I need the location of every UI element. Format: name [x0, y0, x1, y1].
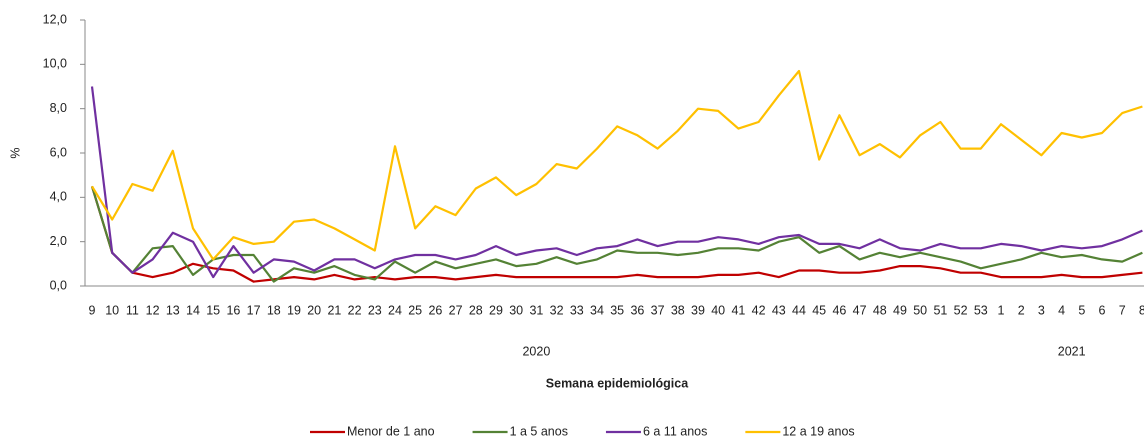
- x-tick-label: 12: [146, 303, 160, 317]
- y-tick-label: 6,0: [50, 145, 67, 159]
- legend-label: 6 a 11 anos: [643, 424, 707, 436]
- x-tick-label: 16: [226, 303, 240, 317]
- x-tick-label: 34: [590, 303, 604, 317]
- x-tick-label: 42: [752, 303, 766, 317]
- x-tick-label: 26: [428, 303, 442, 317]
- y-tick-label: 0,0: [50, 278, 67, 292]
- x-tick-label: 52: [954, 303, 968, 317]
- legend-label: 1 a 5 anos: [510, 424, 568, 436]
- x-tick-label: 23: [368, 303, 382, 317]
- x-tick-label: 29: [489, 303, 503, 317]
- x-tick-label: 8: [1139, 303, 1144, 317]
- x-tick-label: 14: [186, 303, 200, 317]
- x-tick-label: 32: [550, 303, 564, 317]
- x-group-label: 2020: [522, 344, 550, 358]
- x-tick-label: 47: [853, 303, 867, 317]
- y-tick-label: 2,0: [50, 234, 67, 248]
- legend-label: 12 a 19 anos: [782, 424, 854, 436]
- x-tick-label: 28: [469, 303, 483, 317]
- x-tick-label: 38: [671, 303, 685, 317]
- x-tick-label: 2: [1018, 303, 1025, 317]
- x-tick-label: 15: [206, 303, 220, 317]
- series-line: [91, 69, 1143, 261]
- x-tick-label: 6: [1099, 303, 1106, 317]
- x-tick-label: 25: [408, 303, 422, 317]
- x-tick-label: 35: [610, 303, 624, 317]
- x-tick-label: 20: [307, 303, 321, 317]
- x-tick-label: 21: [327, 303, 341, 317]
- x-tick-label: 22: [348, 303, 362, 317]
- x-tick-label: 10: [105, 303, 119, 317]
- x-tick-label: 1: [998, 303, 1005, 317]
- x-tick-label: 51: [933, 303, 947, 317]
- x-tick-label: 37: [651, 303, 665, 317]
- x-group-label: 2021: [1058, 344, 1086, 358]
- x-tick-label: 31: [529, 303, 543, 317]
- x-tick-label: 33: [570, 303, 584, 317]
- x-tick-label: 43: [772, 303, 786, 317]
- x-tick-label: 5: [1078, 303, 1085, 317]
- x-tick-label: 13: [166, 303, 180, 317]
- x-tick-label: 45: [812, 303, 826, 317]
- y-tick-label: 12,0: [43, 12, 67, 26]
- x-tick-label: 4: [1058, 303, 1065, 317]
- series-line: [90, 185, 1143, 283]
- x-tick-label: 49: [893, 303, 907, 317]
- x-tick-label: 24: [388, 303, 402, 317]
- y-axis-title: %: [8, 147, 22, 158]
- x-tick-label: 9: [89, 303, 96, 317]
- x-tick-label: 50: [913, 303, 927, 317]
- x-tick-label: 11: [126, 303, 139, 317]
- x-tick-label: 18: [267, 303, 281, 317]
- x-tick-label: 46: [832, 303, 846, 317]
- x-tick-label: 53: [974, 303, 988, 317]
- x-tick-label: 41: [731, 303, 745, 317]
- series-line: [90, 86, 1143, 279]
- x-tick-label: 36: [630, 303, 644, 317]
- x-axis-title: Semana epidemiológica: [546, 376, 689, 390]
- x-tick-label: 7: [1119, 303, 1126, 317]
- y-tick-label: 8,0: [50, 101, 67, 115]
- x-tick-label: 19: [287, 303, 301, 317]
- y-tick-label: 10,0: [43, 57, 67, 71]
- x-tick-label: 30: [509, 303, 523, 317]
- series-line: [90, 185, 1143, 283]
- legend-label: Menor de 1 ano: [347, 424, 435, 436]
- x-tick-label: 48: [873, 303, 887, 317]
- x-tick-label: 44: [792, 303, 806, 317]
- x-tick-label: 27: [449, 303, 463, 317]
- x-tick-label: 39: [691, 303, 705, 317]
- x-tick-label: 3: [1038, 303, 1045, 317]
- y-tick-label: 4,0: [50, 190, 67, 204]
- x-tick-label: 17: [247, 303, 261, 317]
- x-tick-label: 40: [711, 303, 725, 317]
